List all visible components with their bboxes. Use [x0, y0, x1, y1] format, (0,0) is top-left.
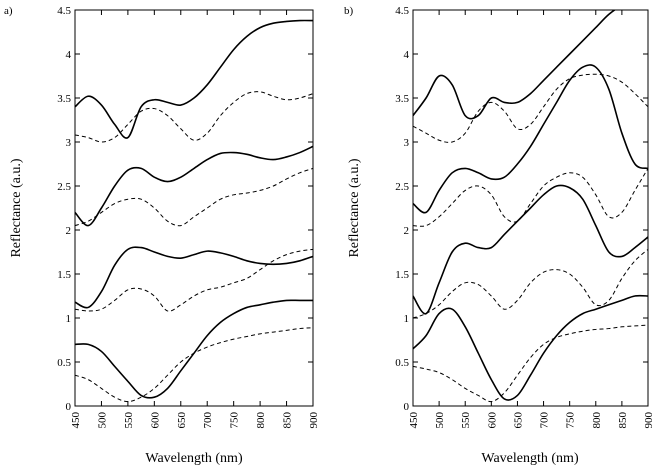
x-tick-labels-a: 450 500 550 600 650 700 750 800 850 900 — [70, 10, 320, 429]
y-tick-label: 4.5 — [57, 5, 71, 17]
y-tick-label: 2.5 — [395, 181, 409, 193]
x-tick-label: 750 — [229, 412, 241, 429]
y-tick-label: 2 — [404, 225, 410, 237]
y-axis-title-b: Reflectance (a.u.) — [347, 158, 362, 257]
y-tick-label: 3 — [404, 137, 410, 149]
y-tick-label: 0.5 — [395, 357, 409, 369]
x-tick-label: 850 — [617, 412, 629, 429]
x-tick-label: 650 — [176, 412, 188, 429]
dashed-curve-a-7 — [75, 327, 313, 403]
solid-curve-a-0 — [75, 19, 313, 139]
y-tick-label: 0 — [66, 401, 72, 413]
panel-b: b) 0 0.5 1 1.5 2 2.5 3 3.5 4 4.5 450 500 550 600 650 7… — [344, 5, 655, 466]
plot-frame-a — [74, 9, 314, 407]
dashed-curve-b-1 — [413, 73, 648, 143]
dashed-curve-a-3 — [75, 167, 313, 227]
x-tick-label: 700 — [202, 412, 214, 429]
x-tick-label: 450 — [70, 412, 82, 429]
panel-a: a) 0 0.5 1 1.5 2 2.5 3 3.5 4 4.5 450 500 550 600 650 7… — [4, 5, 320, 466]
dashed-curve-a-1 — [75, 91, 313, 143]
x-tick-label: 500 — [96, 412, 108, 429]
x-tick-label: 500 — [434, 412, 446, 429]
y-tick-labels-b: 0 0.5 1 1.5 2 2.5 3 3.5 4 4.5 — [395, 5, 648, 413]
x-axis-title-a: Wavelength (nm) — [145, 451, 243, 466]
y-tick-label: 1 — [66, 313, 72, 325]
y-tick-label: 3.5 — [395, 93, 409, 105]
y-tick-label: 0 — [404, 401, 410, 413]
y-tick-label: 2 — [66, 225, 72, 237]
x-tick-label: 650 — [512, 412, 524, 429]
x-tick-label: 550 — [460, 412, 472, 429]
x-tick-label: 900 — [308, 412, 320, 429]
dashed-curve-b-7 — [413, 324, 648, 403]
y-tick-label: 1.5 — [395, 269, 409, 281]
solid-curve-a-4 — [75, 246, 313, 309]
dashed-curve-a-5 — [75, 248, 313, 312]
solid-curve-b-0 — [413, 10, 616, 120]
x-tick-label: 550 — [123, 412, 135, 429]
y-axis-title-a: Reflectance (a.u.) — [9, 158, 24, 257]
y-tick-label: 4 — [404, 49, 410, 61]
solid-curve-a-2 — [75, 145, 313, 227]
panel-label-a: a) — [4, 5, 13, 17]
y-tick-label: 1.5 — [57, 269, 71, 281]
panel-label-b: b) — [344, 5, 354, 17]
x-tick-label: 700 — [539, 412, 551, 429]
y-tick-label: 4 — [66, 49, 72, 61]
x-tick-label: 850 — [282, 412, 294, 429]
x-tick-labels-b: 450 500 550 600 650 700 750 800 850 900 — [408, 10, 655, 429]
x-tick-label: 900 — [643, 412, 655, 429]
solid-curve-b-4 — [413, 184, 648, 315]
x-tick-label: 750 — [565, 412, 577, 429]
y-tick-label: 3 — [66, 137, 72, 149]
x-tick-label: 800 — [255, 412, 267, 429]
y-tick-label: 1 — [404, 313, 410, 325]
x-tick-label: 450 — [408, 412, 420, 429]
y-tick-label: 3.5 — [57, 93, 71, 105]
y-tick-label: 0.5 — [57, 357, 71, 369]
solid-curve-b-6 — [413, 294, 648, 401]
x-tick-label: 600 — [486, 412, 498, 429]
x-tick-label: 800 — [591, 412, 603, 429]
plot-frame-b — [412, 9, 649, 407]
solid-curve-b-2 — [413, 64, 648, 214]
series-group-b — [413, 10, 648, 403]
x-axis-title-b: Wavelength (nm) — [481, 451, 579, 466]
y-tick-label: 4.5 — [395, 5, 409, 17]
series-group-a — [75, 19, 313, 403]
y-tick-labels-a: 0 0.5 1 1.5 2 2.5 3 3.5 4 4.5 — [57, 5, 313, 413]
solid-curve-a-6 — [75, 299, 313, 399]
x-tick-label: 600 — [149, 412, 161, 429]
y-tick-label: 2.5 — [57, 181, 71, 193]
